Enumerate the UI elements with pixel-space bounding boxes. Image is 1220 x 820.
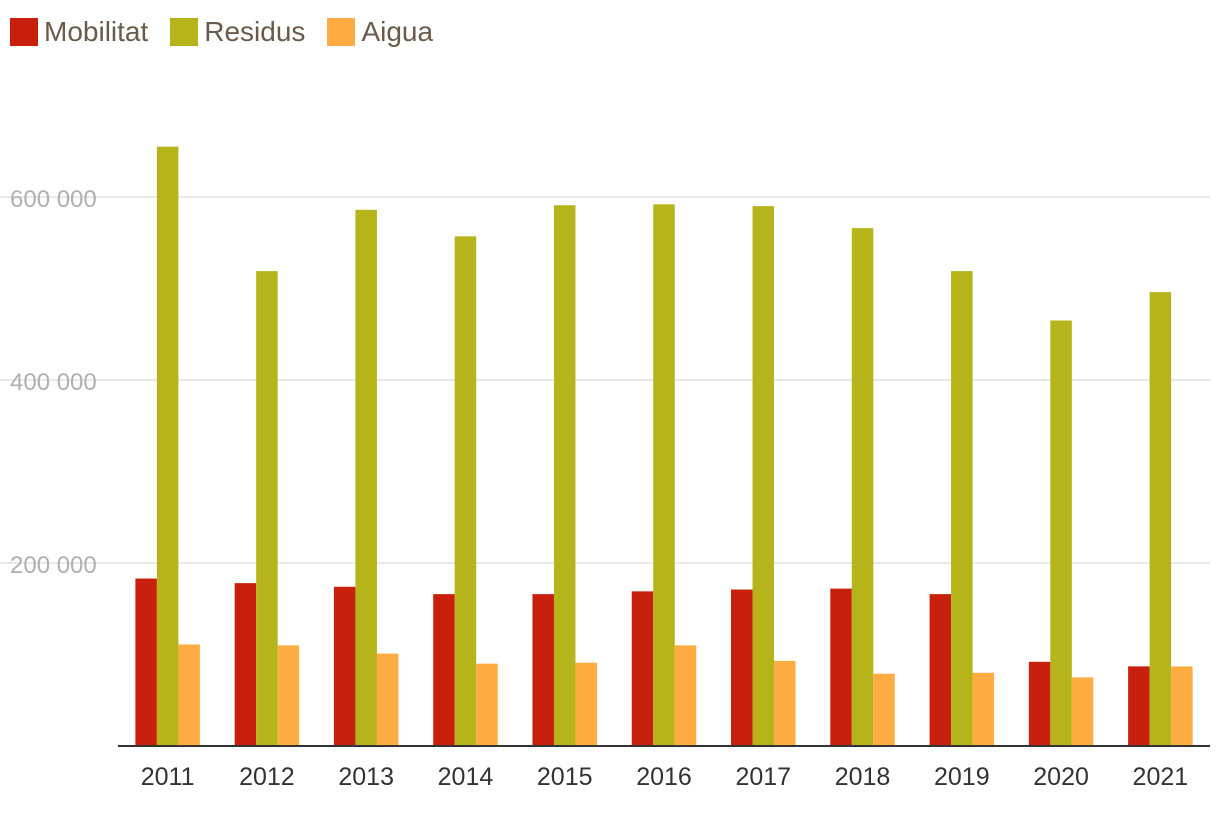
bar-aigua-2014[interactable]: [476, 663, 498, 746]
bar-aigua-2018[interactable]: [873, 673, 895, 746]
x-tick-label: 2012: [239, 763, 295, 791]
bar-aigua-2013[interactable]: [376, 653, 399, 746]
legend-swatch: [170, 18, 199, 46]
legend-label: Mobilitat: [44, 16, 149, 47]
bar-mobilitat-2020[interactable]: [1028, 661, 1051, 746]
legend-item-residus[interactable]: Residus: [170, 16, 305, 48]
bar-residus-2016[interactable]: [653, 204, 675, 746]
bar-mobilitat-2012[interactable]: [234, 583, 257, 746]
legend-label: Residus: [204, 16, 306, 47]
bar-residus-2015[interactable]: [553, 205, 576, 747]
bar-mobilitat-2015[interactable]: [532, 594, 554, 746]
x-tick-label: 2017: [735, 763, 791, 791]
bar-residus-2018[interactable]: [851, 228, 874, 747]
x-tick-label: 2019: [934, 763, 990, 791]
legend-item-aigua[interactable]: Aigua: [327, 16, 433, 48]
legend-item-mobilitat[interactable]: Mobilitat: [10, 16, 148, 48]
y-tick-label: 600 000: [10, 186, 97, 213]
x-tick-label: 2013: [338, 763, 394, 791]
legend-swatch: [10, 18, 38, 46]
y-tick-label: 400 000: [10, 369, 97, 396]
bar-mobilitat-2014[interactable]: [433, 594, 455, 746]
bar-aigua-2020[interactable]: [1071, 677, 1094, 746]
legend-label: Aigua: [361, 16, 434, 47]
legend-swatch: [327, 18, 356, 46]
bar-aigua-2015[interactable]: [575, 662, 597, 746]
legend: Mobilitat Residus Aigua: [10, 14, 455, 50]
bar-residus-2017[interactable]: [752, 206, 775, 746]
bar-residus-2019[interactable]: [951, 271, 973, 746]
x-tick-label: 2016: [636, 763, 692, 791]
bar-residus-2013[interactable]: [355, 209, 377, 746]
bar-aigua-2017[interactable]: [774, 660, 796, 746]
bar-residus-2014[interactable]: [454, 236, 477, 746]
bar-mobilitat-2021[interactable]: [1128, 666, 1150, 746]
bar-aigua-2016[interactable]: [674, 645, 697, 746]
bar-mobilitat-2011[interactable]: [135, 578, 157, 746]
bar-aigua-2011[interactable]: [178, 644, 200, 746]
bar-mobilitat-2016[interactable]: [631, 591, 654, 746]
bar-mobilitat-2017[interactable]: [731, 589, 753, 746]
bar-aigua-2021[interactable]: [1171, 666, 1193, 746]
x-tick-label: 2011: [141, 763, 195, 791]
bar-mobilitat-2013[interactable]: [333, 586, 356, 746]
bar-aigua-2019[interactable]: [972, 672, 995, 746]
x-tick-label: 2014: [438, 763, 494, 791]
x-tick-label: 2020: [1033, 763, 1089, 791]
bar-residus-2011[interactable]: [156, 146, 179, 747]
bar-mobilitat-2019[interactable]: [929, 594, 952, 746]
y-tick-label: 200 000: [10, 552, 97, 579]
x-tick-label: 2021: [1133, 763, 1189, 791]
bar-mobilitat-2018[interactable]: [830, 588, 852, 746]
bar-residus-2021[interactable]: [1149, 292, 1172, 746]
x-tick-label: 2015: [537, 763, 593, 791]
x-tick-label: 2018: [835, 763, 891, 791]
bar-aigua-2012[interactable]: [277, 645, 300, 746]
bar-residus-2020[interactable]: [1050, 320, 1072, 746]
bar-residus-2012[interactable]: [256, 271, 278, 746]
